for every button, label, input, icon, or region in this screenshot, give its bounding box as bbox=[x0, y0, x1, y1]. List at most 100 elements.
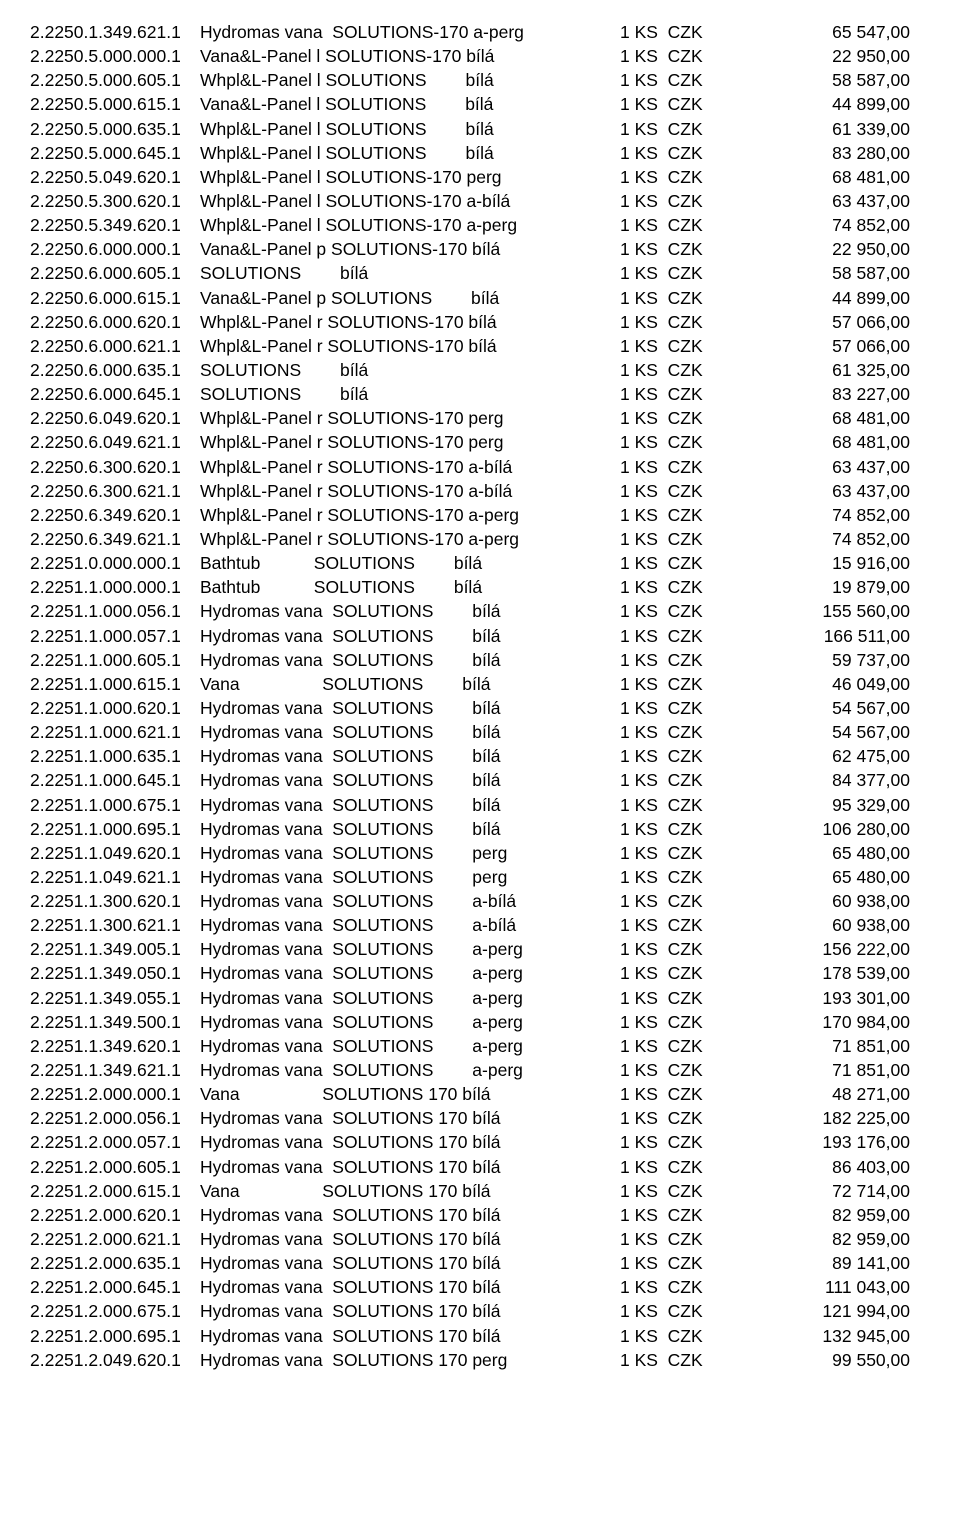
table-row: 2.2251.2.000.635.1Hydromas vana SOLUTION… bbox=[30, 1251, 930, 1275]
product-description: Hydromas vana SOLUTIONS a-perg bbox=[200, 1010, 620, 1034]
product-description: Hydromas vana SOLUTIONS 170 bílá bbox=[200, 1155, 620, 1179]
product-price: 89 141,00 bbox=[730, 1251, 910, 1275]
table-row: 2.2251.1.349.050.1Hydromas vana SOLUTION… bbox=[30, 961, 930, 985]
product-description: Whpl&L-Panel l SOLUTIONS-170 a-perg bbox=[200, 213, 620, 237]
product-qty-currency: 1 KS CZK bbox=[620, 358, 730, 382]
table-row: 2.2250.5.300.620.1Whpl&L-Panel l SOLUTIO… bbox=[30, 189, 930, 213]
product-price: 99 550,00 bbox=[730, 1348, 910, 1372]
product-price: 74 852,00 bbox=[730, 527, 910, 551]
product-description: Hydromas vana SOLUTIONS 170 bílá bbox=[200, 1299, 620, 1323]
product-code: 2.2251.1.000.620.1 bbox=[30, 696, 200, 720]
product-code: 2.2250.6.000.621.1 bbox=[30, 334, 200, 358]
product-code: 2.2250.1.349.621.1 bbox=[30, 20, 200, 44]
product-description: Hydromas vana SOLUTIONS bílá bbox=[200, 793, 620, 817]
table-row: 2.2251.1.349.055.1Hydromas vana SOLUTION… bbox=[30, 986, 930, 1010]
product-description: Vana&L-Panel l SOLUTIONS-170 bílá bbox=[200, 44, 620, 68]
product-description: Whpl&L-Panel l SOLUTIONS bílá bbox=[200, 141, 620, 165]
product-code: 2.2251.2.000.057.1 bbox=[30, 1130, 200, 1154]
product-qty-currency: 1 KS CZK bbox=[620, 165, 730, 189]
table-row: 2.2250.5.049.620.1Whpl&L-Panel l SOLUTIO… bbox=[30, 165, 930, 189]
product-description: Hydromas vana SOLUTIONS 170 bílá bbox=[200, 1130, 620, 1154]
product-price: 170 984,00 bbox=[730, 1010, 910, 1034]
product-qty-currency: 1 KS CZK bbox=[620, 1058, 730, 1082]
product-price: 106 280,00 bbox=[730, 817, 910, 841]
product-description: Hydromas vana SOLUTIONS bílá bbox=[200, 768, 620, 792]
product-price: 95 329,00 bbox=[730, 793, 910, 817]
product-code: 2.2250.6.349.620.1 bbox=[30, 503, 200, 527]
product-code: 2.2250.5.349.620.1 bbox=[30, 213, 200, 237]
product-description: Hydromas vana SOLUTIONS a-perg bbox=[200, 1034, 620, 1058]
table-row: 2.2251.2.000.057.1Hydromas vana SOLUTION… bbox=[30, 1130, 930, 1154]
product-description: Whpl&L-Panel r SOLUTIONS-170 perg bbox=[200, 430, 620, 454]
product-price: 72 714,00 bbox=[730, 1179, 910, 1203]
table-row: 2.2250.6.049.621.1Whpl&L-Panel r SOLUTIO… bbox=[30, 430, 930, 454]
product-code: 2.2250.6.000.620.1 bbox=[30, 310, 200, 334]
product-description: SOLUTIONS bílá bbox=[200, 382, 620, 406]
product-price: 62 475,00 bbox=[730, 744, 910, 768]
product-description: Whpl&L-Panel r SOLUTIONS-170 bílá bbox=[200, 310, 620, 334]
table-row: 2.2251.2.000.645.1Hydromas vana SOLUTION… bbox=[30, 1275, 930, 1299]
table-row: 2.2251.1.049.621.1Hydromas vana SOLUTION… bbox=[30, 865, 930, 889]
product-description: Hydromas vana SOLUTIONS a-bílá bbox=[200, 913, 620, 937]
product-code: 2.2251.1.049.621.1 bbox=[30, 865, 200, 889]
product-code: 2.2250.5.000.605.1 bbox=[30, 68, 200, 92]
product-price: 63 437,00 bbox=[730, 455, 910, 479]
product-description: Hydromas vana SOLUTIONS bílá bbox=[200, 624, 620, 648]
product-code: 2.2250.5.000.615.1 bbox=[30, 92, 200, 116]
table-row: 2.2250.6.000.620.1Whpl&L-Panel r SOLUTIO… bbox=[30, 310, 930, 334]
table-row: 2.2250.5.000.635.1Whpl&L-Panel l SOLUTIO… bbox=[30, 117, 930, 141]
product-price: 22 950,00 bbox=[730, 237, 910, 261]
product-description: Hydromas vana SOLUTIONS a-perg bbox=[200, 986, 620, 1010]
product-code: 2.2251.2.000.620.1 bbox=[30, 1203, 200, 1227]
product-price: 178 539,00 bbox=[730, 961, 910, 985]
product-qty-currency: 1 KS CZK bbox=[620, 286, 730, 310]
product-code: 2.2251.2.049.620.1 bbox=[30, 1348, 200, 1372]
product-price: 22 950,00 bbox=[730, 44, 910, 68]
table-row: 2.2250.5.349.620.1Whpl&L-Panel l SOLUTIO… bbox=[30, 213, 930, 237]
product-description: Whpl&L-Panel l SOLUTIONS-170 perg bbox=[200, 165, 620, 189]
table-row: 2.2251.2.000.000.1Vana SOLUTIONS 170 bíl… bbox=[30, 1082, 930, 1106]
product-qty-currency: 1 KS CZK bbox=[620, 575, 730, 599]
product-code: 2.2251.1.000.000.1 bbox=[30, 575, 200, 599]
product-qty-currency: 1 KS CZK bbox=[620, 841, 730, 865]
product-code: 2.2251.1.349.005.1 bbox=[30, 937, 200, 961]
product-price: 44 899,00 bbox=[730, 92, 910, 116]
product-qty-currency: 1 KS CZK bbox=[620, 117, 730, 141]
product-price: 61 339,00 bbox=[730, 117, 910, 141]
product-code: 2.2250.5.000.635.1 bbox=[30, 117, 200, 141]
table-row: 2.2251.1.000.675.1Hydromas vana SOLUTION… bbox=[30, 793, 930, 817]
product-price: 58 587,00 bbox=[730, 68, 910, 92]
product-price: 57 066,00 bbox=[730, 334, 910, 358]
product-qty-currency: 1 KS CZK bbox=[620, 1348, 730, 1372]
product-qty-currency: 1 KS CZK bbox=[620, 1179, 730, 1203]
product-description: Whpl&L-Panel r SOLUTIONS-170 a-bílá bbox=[200, 455, 620, 479]
product-description: Whpl&L-Panel r SOLUTIONS-170 a-bílá bbox=[200, 479, 620, 503]
product-qty-currency: 1 KS CZK bbox=[620, 1130, 730, 1154]
table-row: 2.2251.1.000.057.1Hydromas vana SOLUTION… bbox=[30, 624, 930, 648]
product-code: 2.2251.1.349.050.1 bbox=[30, 961, 200, 985]
product-description: Vana&L-Panel p SOLUTIONS-170 bílá bbox=[200, 237, 620, 261]
product-code: 2.2250.6.000.000.1 bbox=[30, 237, 200, 261]
table-row: 2.2250.6.300.620.1Whpl&L-Panel r SOLUTIO… bbox=[30, 455, 930, 479]
product-qty-currency: 1 KS CZK bbox=[620, 720, 730, 744]
product-description: Hydromas vana SOLUTIONS a-perg bbox=[200, 961, 620, 985]
table-row: 2.2251.1.349.500.1Hydromas vana SOLUTION… bbox=[30, 1010, 930, 1034]
product-price: 46 049,00 bbox=[730, 672, 910, 696]
product-qty-currency: 1 KS CZK bbox=[620, 648, 730, 672]
table-row: 2.2250.6.000.621.1Whpl&L-Panel r SOLUTIO… bbox=[30, 334, 930, 358]
product-description: Vana SOLUTIONS 170 bílá bbox=[200, 1179, 620, 1203]
product-description: Hydromas vana SOLUTIONS-170 a-perg bbox=[200, 20, 620, 44]
product-code: 2.2250.5.000.645.1 bbox=[30, 141, 200, 165]
table-row: 2.2251.1.300.620.1Hydromas vana SOLUTION… bbox=[30, 889, 930, 913]
product-price: 74 852,00 bbox=[730, 503, 910, 527]
table-row: 2.2251.1.000.605.1Hydromas vana SOLUTION… bbox=[30, 648, 930, 672]
table-row: 2.2250.6.000.615.1Vana&L-Panel p SOLUTIO… bbox=[30, 286, 930, 310]
product-price: 57 066,00 bbox=[730, 310, 910, 334]
product-code: 2.2250.5.000.000.1 bbox=[30, 44, 200, 68]
product-code: 2.2250.6.300.620.1 bbox=[30, 455, 200, 479]
product-code: 2.2251.2.000.635.1 bbox=[30, 1251, 200, 1275]
product-qty-currency: 1 KS CZK bbox=[620, 261, 730, 285]
product-price: 58 587,00 bbox=[730, 261, 910, 285]
product-qty-currency: 1 KS CZK bbox=[620, 817, 730, 841]
product-qty-currency: 1 KS CZK bbox=[620, 1299, 730, 1323]
